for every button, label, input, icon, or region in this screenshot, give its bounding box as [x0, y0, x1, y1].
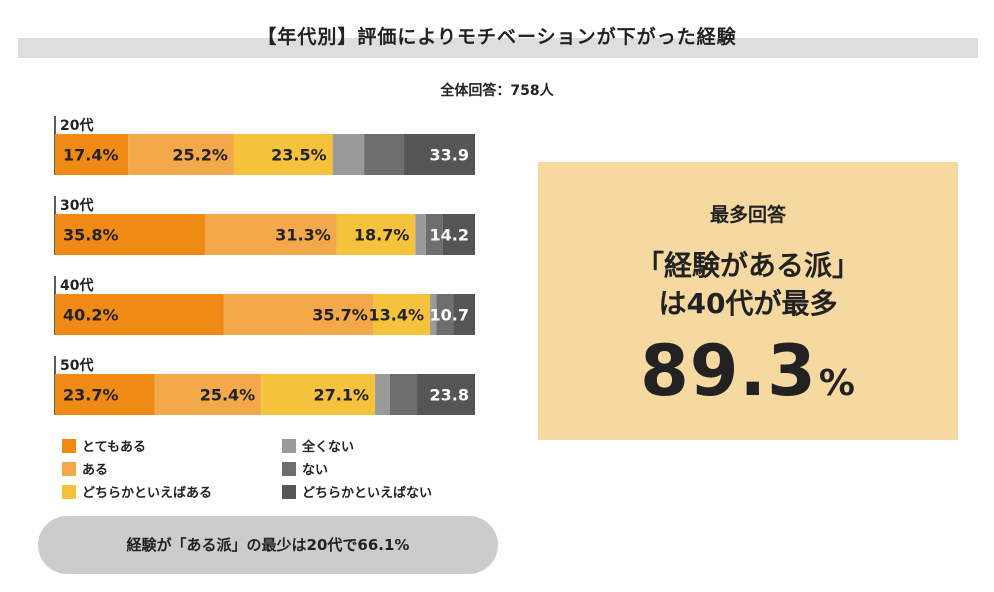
bar-group-total-label: 23.8	[430, 386, 469, 405]
title-bar	[18, 38, 978, 58]
summary-pill: 経験が「ある派」の最少は20代で66.1%	[38, 516, 498, 574]
bar-segment	[55, 134, 129, 175]
category-label: 20代	[60, 117, 93, 134]
bar-segment	[128, 134, 234, 175]
bar-data-label: 17.4%	[63, 146, 119, 165]
bar-segment	[436, 294, 454, 335]
legend-item-aru: ある	[62, 459, 108, 478]
callout-unit: %	[818, 363, 856, 404]
bar-data-label: 25.2%	[172, 146, 228, 165]
bar-segment	[404, 134, 475, 175]
bar-segment	[425, 214, 443, 255]
callout-value: 89.3	[640, 330, 817, 412]
stacked-bar-chart: 20代 17.4% 25.2% 23.5% 33.9 30代 35.8% 31.3% 18.7%…	[54, 116, 475, 415]
bar-data-label: 18.7%	[354, 226, 410, 245]
bar-segment	[332, 134, 365, 175]
legend-swatch	[62, 461, 76, 476]
bar-segment	[233, 134, 333, 175]
bar-segment	[205, 214, 337, 255]
legend-swatch	[282, 484, 296, 499]
legend-swatch	[282, 461, 296, 476]
legend-label: どちらかといえばある	[82, 486, 213, 501]
bar-segment	[417, 374, 475, 415]
legend-item-mattaku-nai: 全くない	[282, 436, 354, 455]
callout-label: 最多回答	[709, 204, 786, 226]
bar-data-label: 40.2%	[63, 306, 119, 325]
chart-subtitle: 全体回答：758人	[440, 83, 554, 99]
bar-data-label: 35.7%	[312, 306, 368, 325]
legend-label: どちらかといえばない	[302, 486, 433, 501]
bar-segment	[442, 214, 475, 255]
bar-data-label: 31.3%	[275, 226, 331, 245]
bar-data-label: 35.8%	[63, 226, 119, 245]
bar-segment	[389, 374, 418, 415]
category-label: 40代	[60, 277, 93, 294]
bar-segment	[415, 214, 426, 255]
category-label: 30代	[60, 197, 93, 214]
bar-data-label: 23.5%	[271, 146, 327, 165]
bar-data-label: 13.4%	[369, 306, 425, 325]
bar-segment	[453, 294, 475, 335]
bar-group-total-label: 10.7	[430, 306, 469, 325]
bar-data-label: 23.7%	[63, 386, 119, 405]
legend-swatch	[62, 484, 76, 499]
legend-item-totemo-aru: とてもある	[62, 436, 146, 455]
legend-label: ない	[302, 463, 329, 478]
bar-group-total-label: 14.2	[430, 226, 469, 245]
legend-label: ある	[82, 463, 109, 478]
legend-item-dochira-nai: どちらかといえばない	[282, 482, 432, 501]
bar-segment	[336, 214, 416, 255]
bar-data-label: 25.4%	[200, 386, 256, 405]
bar-segment	[223, 294, 374, 335]
legend-item-nai: ない	[282, 459, 328, 478]
bar-segment	[364, 134, 405, 175]
category-label: 50代	[60, 357, 93, 374]
bar-segment	[55, 294, 224, 335]
bar-segment	[375, 374, 390, 415]
chart-title: 【年代別】評価によりモチベーションが下がった経験	[257, 26, 737, 48]
callout-line1: 「経験がある派」	[635, 249, 860, 282]
callout-box: 最多回答 「経験がある派」 は40代が最多 89.3%	[538, 162, 958, 440]
bar-segment	[261, 374, 376, 415]
legend-label: とてもある	[82, 440, 146, 455]
bar-segment	[154, 374, 262, 415]
legend-item-dochira-aru: どちらかといえばある	[62, 482, 212, 501]
callout-line2: は40代が最多	[658, 287, 838, 320]
bar-segment	[55, 214, 206, 255]
bar-segment	[55, 374, 155, 415]
bar-segment	[430, 294, 437, 335]
legend-swatch	[62, 438, 76, 453]
legend-swatch	[282, 438, 296, 453]
bar-segment	[373, 294, 431, 335]
callout-value-wrap: 89.3%	[538, 330, 958, 412]
legend-label: 全くない	[302, 440, 355, 455]
bar-group-total-label: 33.9	[430, 146, 469, 165]
bar-data-label: 27.1%	[314, 386, 370, 405]
